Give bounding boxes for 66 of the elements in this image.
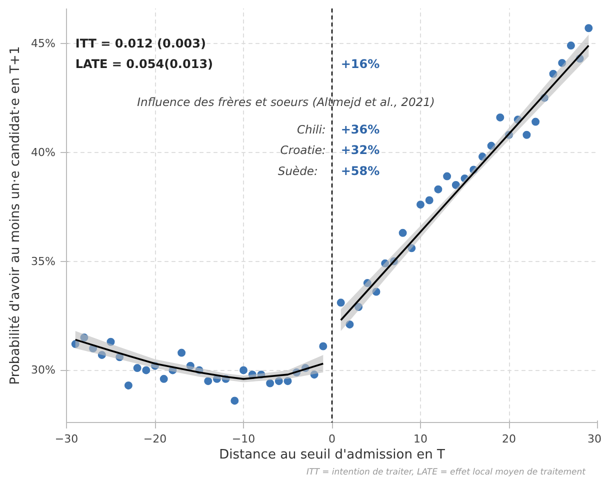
x-axis-title: Distance au seuil d'admission en T [219, 448, 445, 462]
point [408, 244, 416, 252]
annotation: Croatie: [280, 143, 326, 158]
y-tick-label: 40% [31, 146, 56, 159]
point [80, 334, 88, 342]
annotation: ITT = 0.012 (0.003) [75, 36, 206, 50]
point [452, 181, 460, 189]
x-tick-label: 20 [502, 432, 516, 446]
point [240, 366, 248, 374]
point [532, 118, 540, 126]
point [178, 348, 186, 357]
y-axis-title: Probabilité d'avoir au moins un·e candidat·e en T+1 [8, 46, 24, 385]
point [363, 279, 372, 288]
point [425, 196, 434, 204]
x-tick-label: 10 [414, 432, 428, 446]
point [204, 377, 212, 386]
annotation: Suède: [278, 164, 318, 178]
point [372, 288, 380, 296]
x-tick-label: −30 [54, 432, 78, 446]
point [381, 259, 390, 268]
point [478, 152, 486, 161]
point [496, 113, 504, 122]
point [434, 185, 442, 194]
annotation: +16% [340, 57, 380, 72]
point [416, 200, 424, 209]
annotation: LATE = 0.054(0.013) [75, 57, 214, 72]
annotation: Chili: [297, 122, 326, 136]
x-tick-label: 30 [588, 432, 601, 446]
annotation: Influence des frères et soeurs (Altmejd et al., 2021) [137, 95, 435, 110]
x-tick-label: −20 [143, 432, 167, 446]
point [398, 228, 407, 237]
point [549, 70, 558, 78]
point [124, 381, 132, 390]
point [354, 303, 363, 312]
point [142, 366, 150, 374]
point [522, 130, 531, 139]
point [186, 362, 194, 370]
point [284, 377, 292, 386]
point [319, 342, 328, 350]
y-tick-label: 30% [31, 364, 56, 377]
point [310, 370, 318, 379]
point [71, 340, 80, 348]
x-tick-label: 0 [328, 432, 336, 446]
annotation: +58% [340, 164, 380, 178]
y-tick-label: 35% [31, 254, 56, 268]
point [346, 320, 354, 328]
point [266, 379, 274, 388]
point [558, 58, 566, 67]
y-tick-label: 45% [31, 36, 56, 50]
text: ITT = intention de traiter, LATE = effet local moyen de traitement [306, 468, 586, 477]
point [212, 374, 221, 383]
point [566, 42, 575, 50]
point [487, 142, 496, 150]
point [443, 172, 452, 180]
annotation: +32% [340, 143, 380, 158]
x-tick-label: −10 [232, 432, 256, 446]
point [133, 364, 142, 372]
point [584, 24, 593, 32]
point [336, 298, 345, 307]
annotation: +36% [340, 122, 380, 136]
point [160, 374, 168, 383]
point [116, 353, 124, 362]
point [98, 350, 106, 359]
point [106, 338, 115, 346]
point [274, 377, 283, 386]
point [230, 396, 239, 405]
